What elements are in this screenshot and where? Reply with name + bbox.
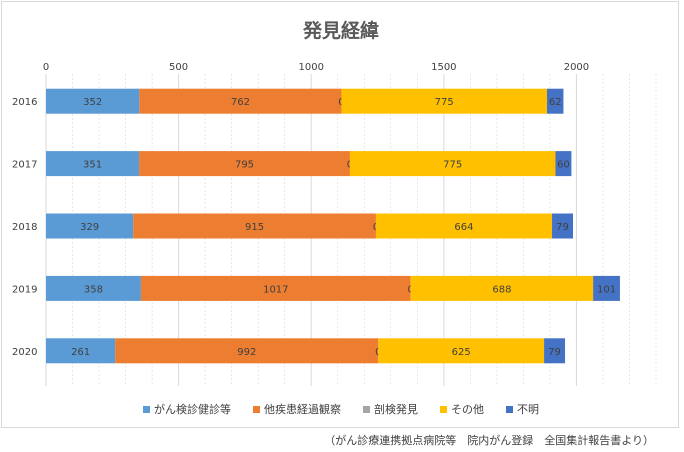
bar-segment — [378, 338, 545, 364]
legend-label: その他 — [451, 403, 484, 416]
data-label: 688 — [492, 284, 511, 295]
data-label: 795 — [235, 160, 254, 171]
data-label: 775 — [435, 97, 454, 108]
y-tick-label: 2019 — [12, 284, 37, 295]
bar-segment — [593, 275, 620, 301]
data-label: 101 — [597, 284, 616, 295]
legend-label: 剖検発見 — [374, 403, 418, 416]
data-label: 261 — [71, 347, 90, 358]
bar-segment — [139, 151, 350, 177]
y-tick-label: 2018 — [12, 222, 37, 233]
data-label: 762 — [231, 97, 250, 108]
legend-item: がん検診健診等 — [143, 401, 231, 417]
legend-label: がん検診健診等 — [154, 403, 231, 416]
bar-segment — [140, 275, 411, 301]
legend-item: 他疾患経過観察 — [253, 401, 341, 417]
x-tick-label: 2000 — [564, 62, 589, 73]
legend-item: 剖検発見 — [363, 401, 418, 417]
bar-segment — [46, 88, 140, 114]
x-tick-label: 1500 — [431, 62, 456, 73]
data-label: 992 — [237, 347, 256, 358]
bar-segment — [349, 151, 556, 177]
bar-segment — [410, 275, 594, 301]
data-label: 1017 — [263, 284, 288, 295]
data-label: 664 — [454, 222, 473, 233]
bar-segment — [546, 88, 564, 114]
legend-swatch — [440, 405, 447, 413]
bar-segment — [375, 213, 553, 239]
x-tick-label: 1000 — [298, 62, 323, 73]
chart-legend: がん検診健診等 他疾患経過観察 剖検発見 その他 不明 — [2, 401, 680, 417]
data-label: 62 — [549, 97, 562, 108]
data-label: 79 — [556, 222, 569, 233]
x-tick-label: 500 — [169, 62, 188, 73]
data-label: 625 — [452, 347, 471, 358]
bar-segment — [46, 338, 116, 364]
chart-area: 発見経緯 05001000150020002016352762077562201… — [1, 1, 679, 428]
data-label: 79 — [548, 347, 561, 358]
bar-segment — [46, 275, 141, 301]
legend-label: 他疾患経過観察 — [264, 403, 341, 416]
bar-segment — [341, 88, 547, 114]
data-label: 775 — [443, 160, 462, 171]
y-tick-label: 2020 — [12, 347, 37, 358]
bar-segment — [555, 151, 572, 177]
y-tick-label: 2016 — [12, 97, 37, 108]
source-note: （がん診療連携拠点病院等 院内がん登録 全国集計報告書より） — [324, 434, 654, 447]
legend-label: 不明 — [517, 403, 539, 416]
data-label: 60 — [557, 160, 570, 171]
x-tick-label: 0 — [43, 62, 49, 73]
bar-segment — [139, 88, 342, 114]
data-label: 352 — [83, 97, 102, 108]
bar-segment — [115, 338, 379, 364]
legend-swatch — [143, 405, 150, 413]
data-label: 329 — [80, 222, 99, 233]
legend-item: 不明 — [506, 401, 539, 417]
legend-item: その他 — [440, 401, 484, 417]
chart-plot: 0500100015002000201635276207756220173517… — [12, 62, 657, 386]
bar-segment — [46, 213, 134, 239]
legend-swatch — [253, 405, 260, 413]
data-label: 915 — [245, 222, 264, 233]
bar-segment — [46, 151, 140, 177]
bar-segment — [544, 338, 566, 364]
bar-segment — [133, 213, 376, 239]
legend-swatch — [506, 405, 513, 413]
legend-swatch — [363, 405, 370, 413]
data-label: 358 — [84, 284, 103, 295]
y-tick-label: 2017 — [12, 160, 37, 171]
data-label: 351 — [83, 160, 102, 171]
chart-title: 発見経緯 — [302, 20, 379, 42]
bar-segment — [552, 213, 573, 239]
